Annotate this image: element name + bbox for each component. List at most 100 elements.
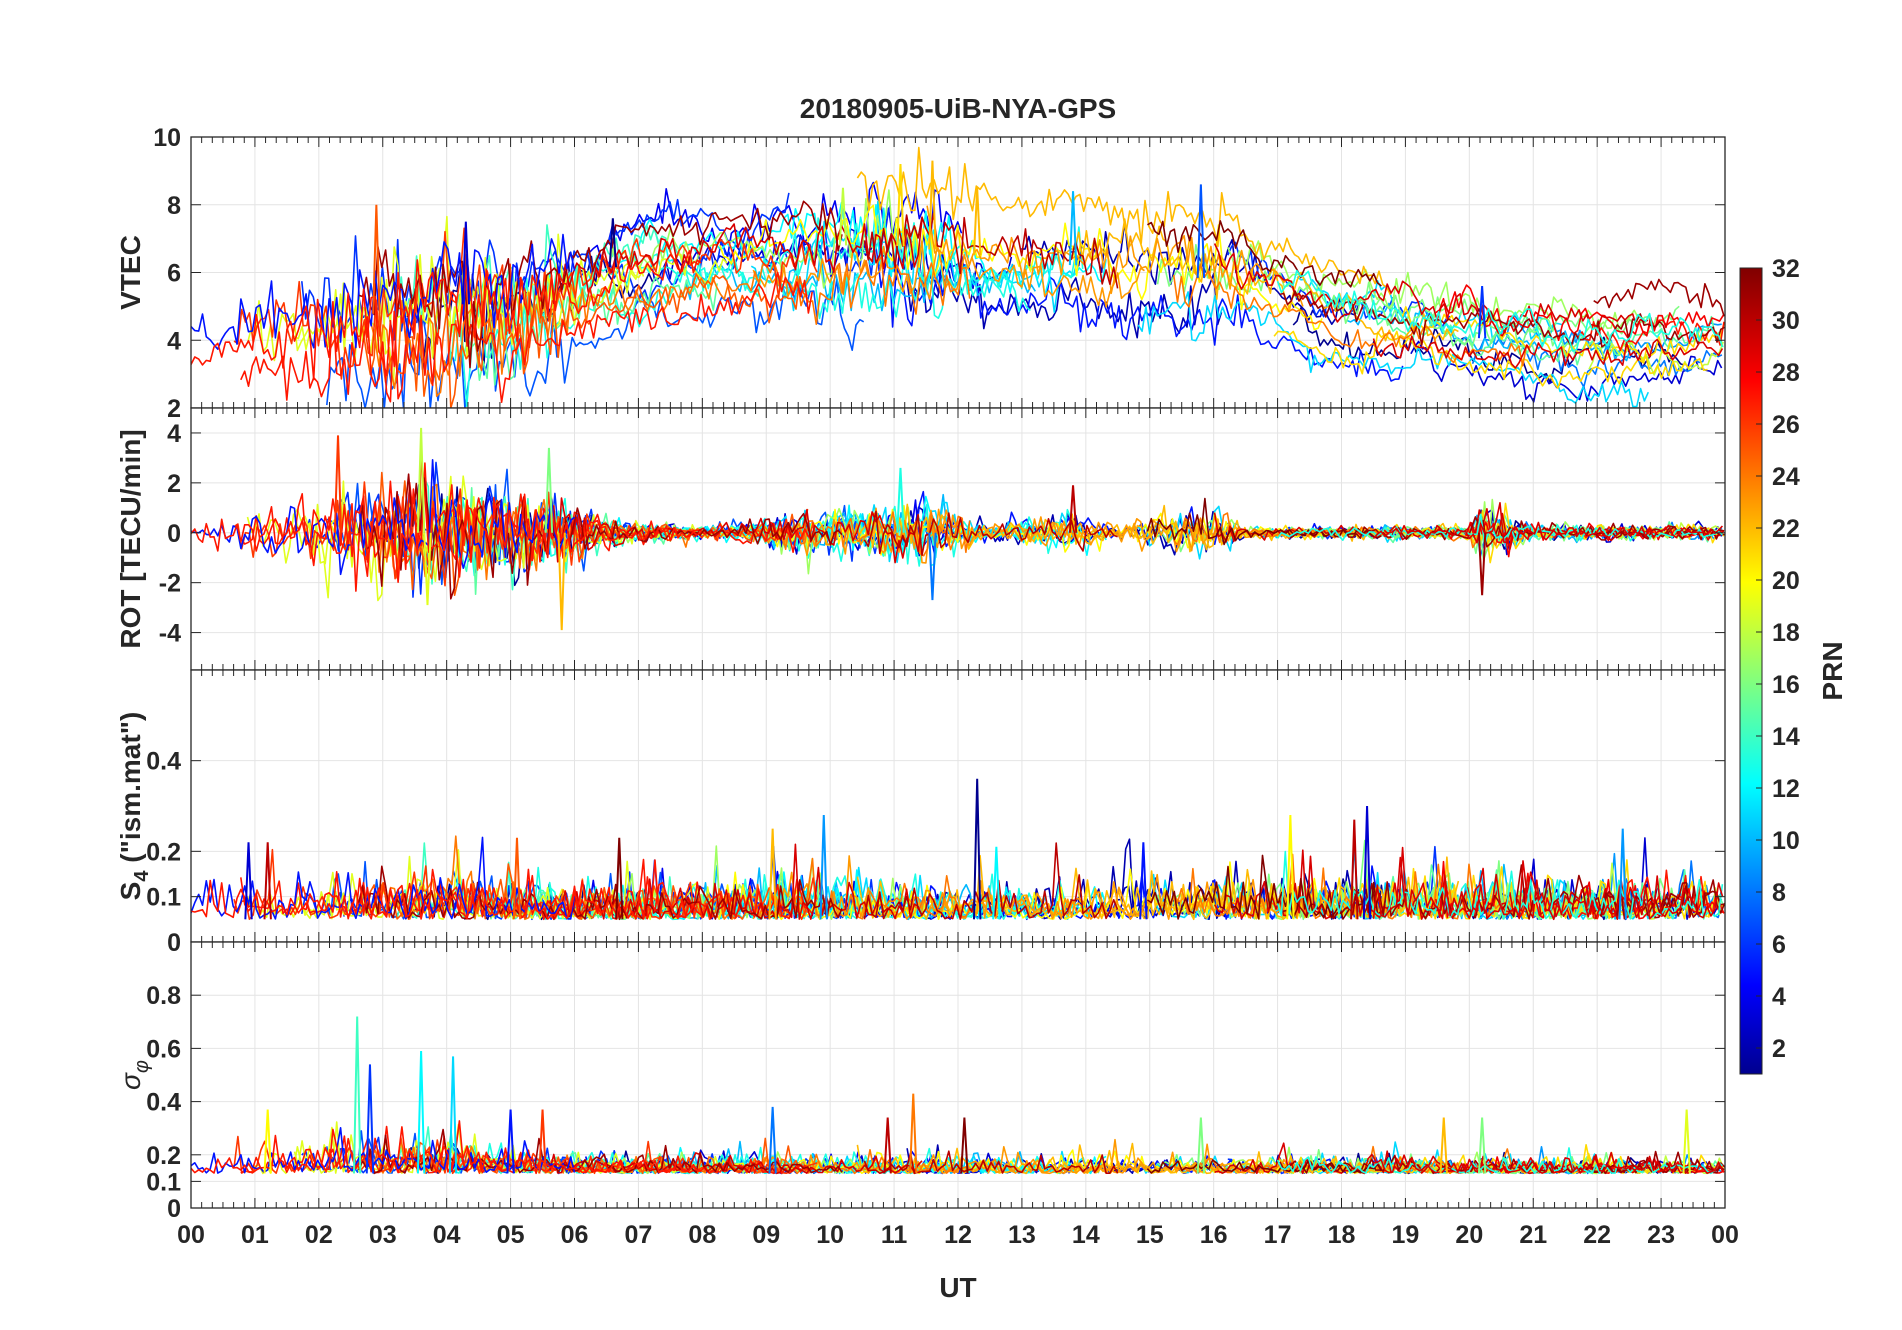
colorbar-tick-label: 22 [1772,515,1800,543]
prn-series-line [1593,278,1725,317]
prn-series-line [358,473,843,600]
x-tick-label: 05 [497,1221,525,1249]
prn-series-line [191,459,702,584]
peak-spike [909,1093,918,1174]
y-tick-label: 6 [167,260,181,288]
y-tick-label: 0.1 [146,1168,181,1196]
y-tick-label: 0.4 [146,1089,181,1117]
x-tick-label: 18 [1328,1221,1356,1249]
colorbar-gradient [1739,267,1763,1075]
prn-series-line [1279,516,1725,548]
peak-spike [1139,842,1148,920]
prn-series-line [719,204,1323,331]
x-tick-label: 08 [688,1221,716,1249]
peak-spike [768,828,777,920]
series-group-rot [191,427,1725,631]
colorbar-tick-label: 24 [1772,463,1800,491]
x-tick-label: 19 [1392,1221,1420,1249]
peak-spike [244,842,253,920]
x-tick-label: 16 [1200,1221,1228,1249]
prn-series-line [240,1120,813,1175]
prn-series-line [1172,263,1531,367]
panel-rot: -4 -2 0 2 4 ROT [TECU/min] [115,407,1726,671]
peak-spike [960,1117,969,1174]
x-tick-label: 00 [1711,1221,1739,1249]
peak-spike [1068,191,1078,266]
colorbar-tick-label: 2 [1772,1035,1786,1063]
peak-spike [1477,532,1487,596]
prn-series-line [358,865,843,921]
x-tick-label: 09 [752,1221,780,1249]
prn-series-line [1146,497,1382,546]
peak-spike [1068,485,1078,533]
prn-series-line [1226,240,1647,331]
prn-series-line [191,1126,702,1175]
peak-spike [838,187,848,246]
prn-series-line [906,260,1223,339]
x-tick-label: 15 [1136,1221,1164,1249]
colorbar-tick-label: 26 [1772,411,1800,439]
panel-sigma-phi: 00.10.2 0.4 0.6 0.8 σφ [115,941,1726,1223]
peak-spike [512,837,522,920]
prn-series-line [1276,513,1723,546]
peak-spike [352,1016,362,1174]
peak-spike [538,1109,547,1174]
prn-series-line [549,219,923,305]
colorbar-tick-label: 12 [1772,775,1800,803]
prn-series-line [863,510,1118,557]
colorbar-tick-label: 28 [1772,359,1800,387]
prn-series-line [1213,243,1649,337]
y-tick-label: 0 [167,1195,181,1223]
peak-spike [1362,805,1372,920]
peak-spike [1439,1117,1448,1174]
peak-spike [928,160,937,250]
colorbar-tick-label: 20 [1772,567,1800,595]
peak-spike [365,1064,375,1174]
prn-series-line [1214,1142,1649,1175]
x-tick-label: 07 [625,1221,653,1249]
colorbar-tick-label: 16 [1772,671,1800,699]
x-tick-label: 22 [1583,1221,1611,1249]
prn-series-line [191,1127,576,1174]
y-tick-label: 0.2 [146,1142,181,1170]
peak-spike [416,1051,426,1174]
x-tick-label: 03 [369,1221,397,1249]
prn-series-line [240,271,813,404]
prn-series-line [1147,220,1382,288]
peak-spike [819,815,828,920]
colorbar-tick-label: 8 [1772,879,1786,907]
peak-spike [416,427,426,533]
y-tick-label: 8 [167,192,181,220]
y-tick-label: -2 [159,570,181,598]
colorbar-tick-label: 30 [1772,307,1800,335]
x-axis-label: UT [939,1272,976,1303]
peak-spike [557,532,566,631]
peak-spike [1286,815,1295,920]
prn-series-line [1373,1151,1724,1174]
series-group-vtec [191,146,1725,408]
peak-spike [768,1106,777,1174]
chart-title: 20180905-UiB-NYA-GPS [800,93,1116,124]
colorbar-tick-label: 4 [1772,983,1786,1011]
prn-series-line [752,855,1146,920]
y-tick-label: 4 [167,327,181,355]
y-tick-label: 0.4 [146,748,181,776]
peak-spike [263,1109,272,1174]
colorbar-label: PRN [1817,641,1848,700]
peak-spike [263,842,272,920]
y-axis-label-rot: ROT [TECU/min] [115,429,146,648]
peak-spike [1196,184,1206,278]
y-axis-label-sigma-phi: σφ [115,1060,153,1090]
prn-series-line [1146,854,1382,920]
x-tick-label: 06 [561,1221,589,1249]
peak-spike [608,218,618,268]
y-tick-label: 0.2 [146,838,181,866]
x-tick-label: 02 [305,1221,333,1249]
peak-spike [883,1117,892,1174]
prn-series-line [549,497,923,564]
series-group-s4 [191,778,1725,921]
peak-spike [372,204,381,314]
x-tick-label: 20 [1455,1221,1483,1249]
y-tick-label: 0.6 [146,1035,181,1063]
series-group-sigma-phi [191,1016,1725,1175]
